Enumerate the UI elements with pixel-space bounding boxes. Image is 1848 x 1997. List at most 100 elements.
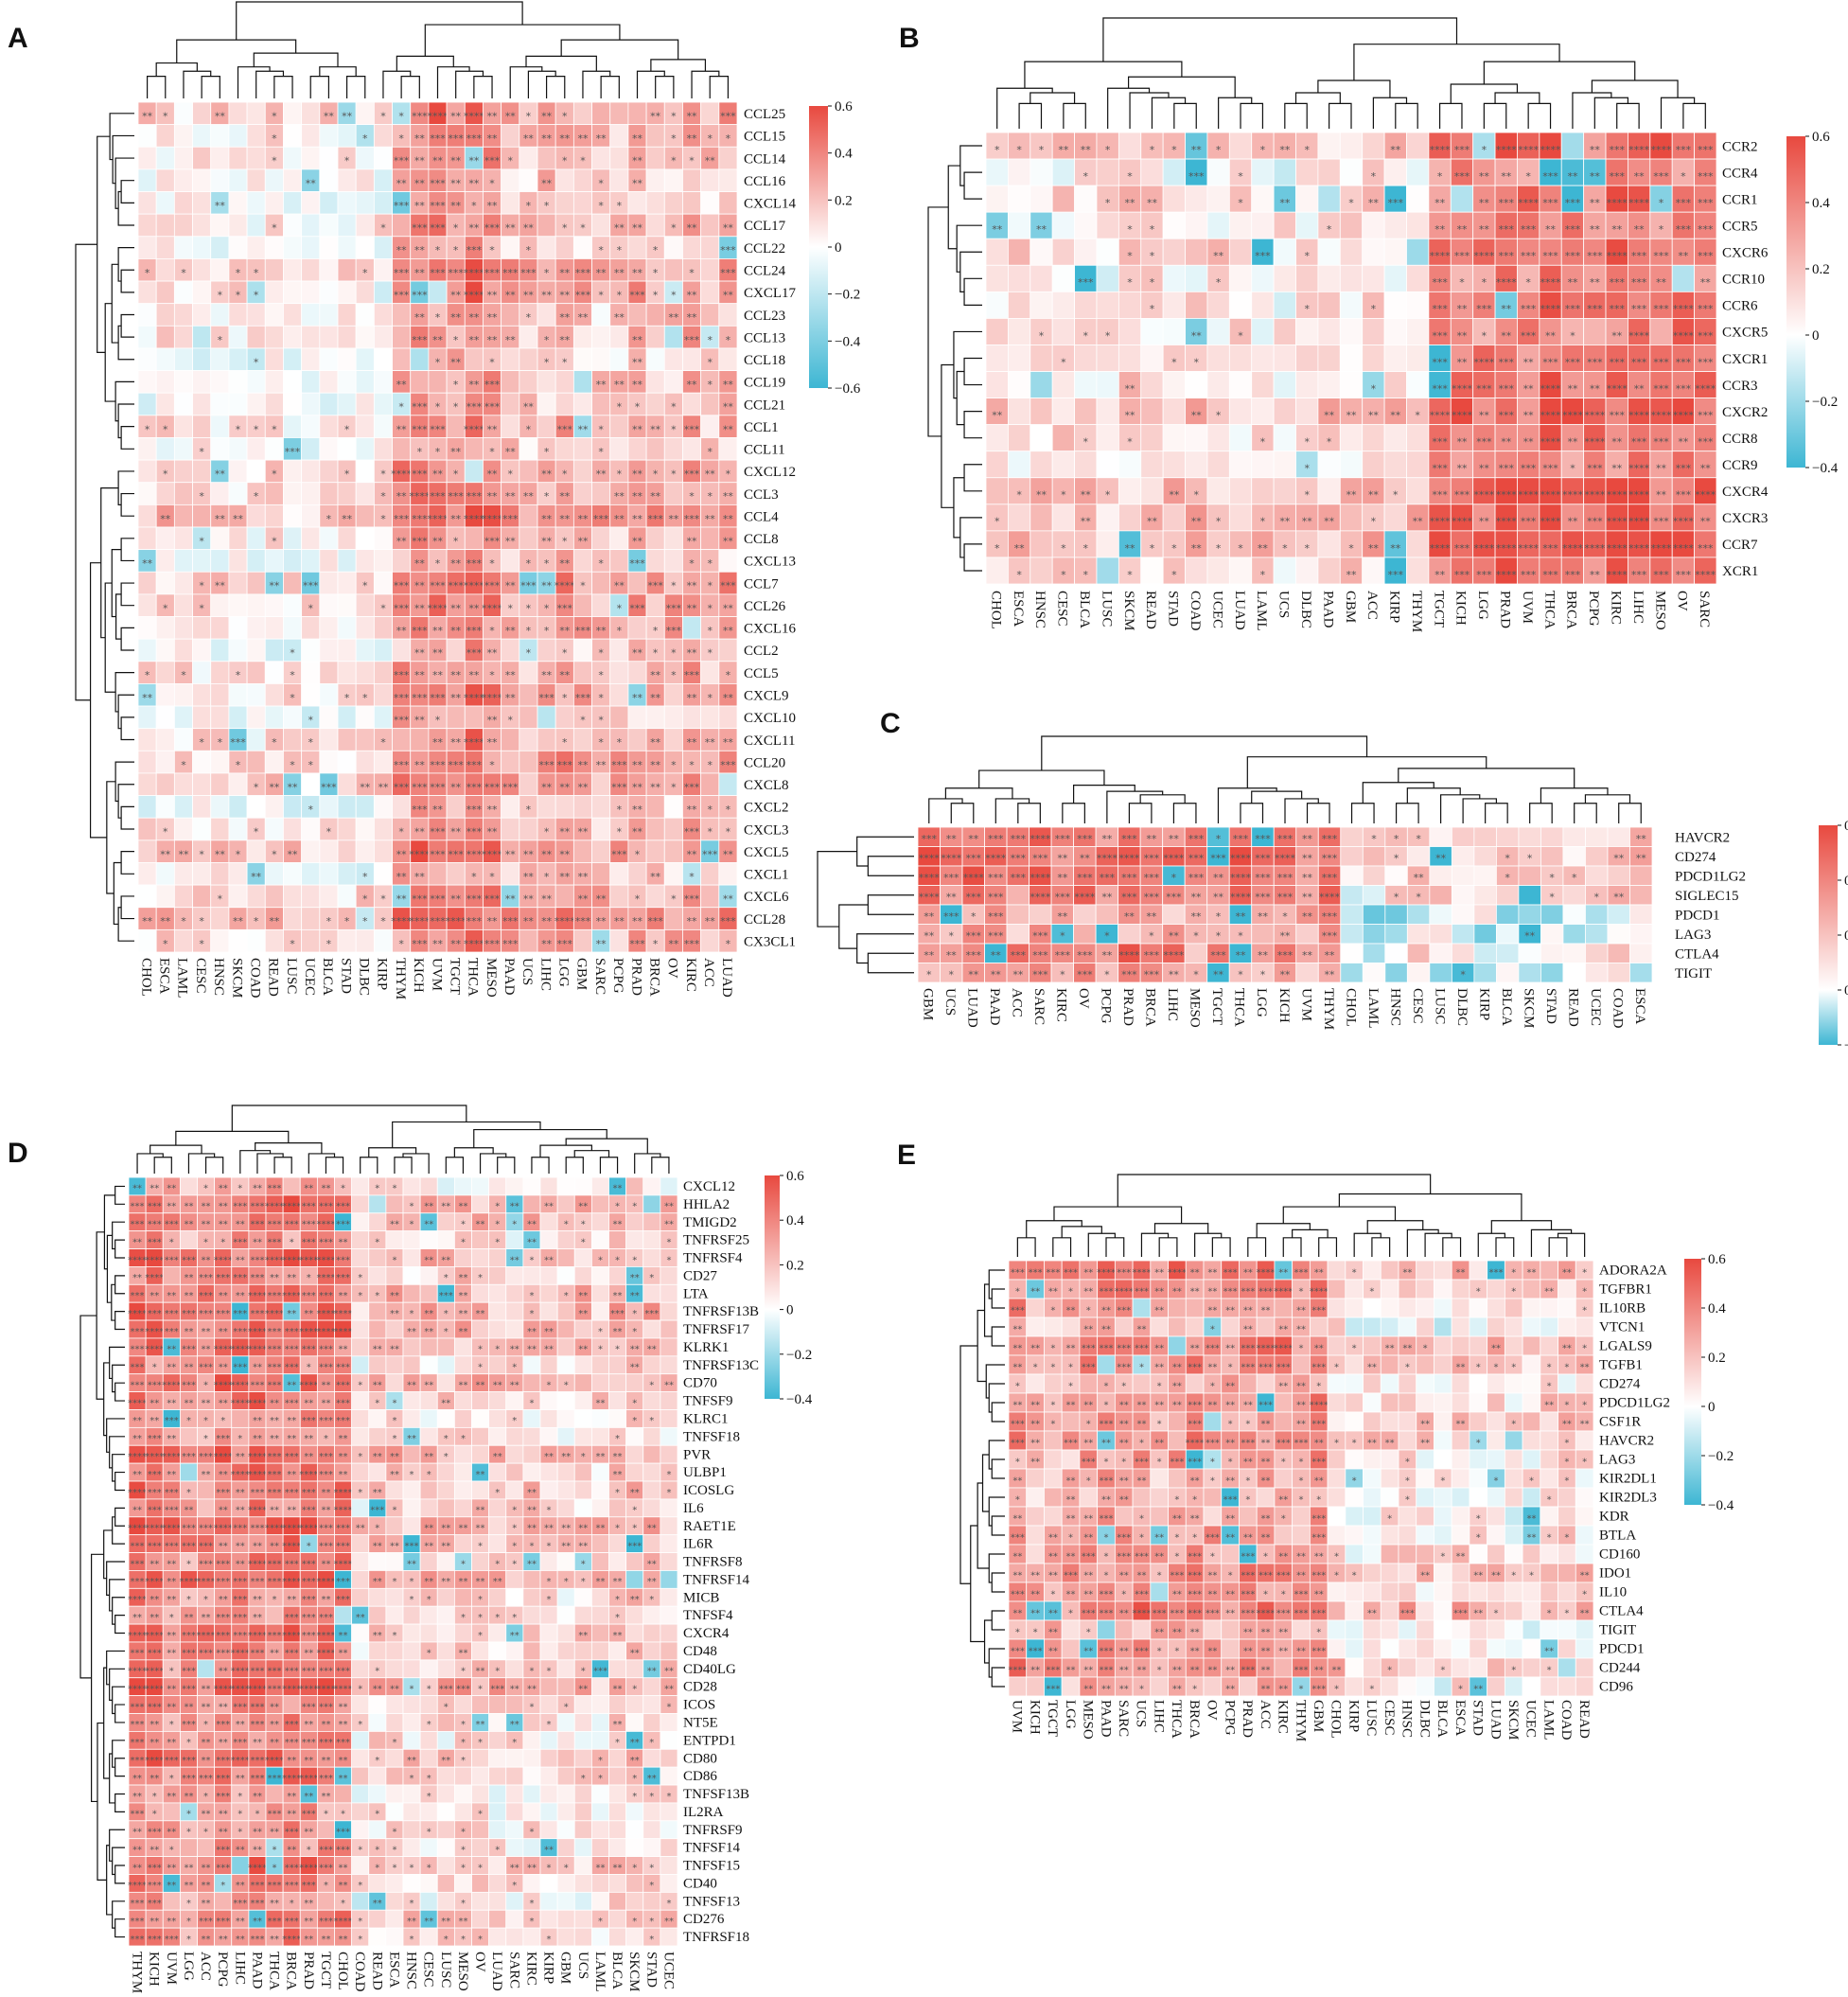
significance-mark: ** [596, 468, 607, 481]
heatmap-cell [1206, 371, 1230, 398]
significance-mark: ** [441, 1577, 450, 1587]
significance-mark: ** [414, 826, 426, 839]
heatmap-cell [436, 1605, 455, 1625]
significance-mark: * [529, 1398, 534, 1408]
significance-mark: *** [412, 401, 428, 414]
heatmap-cell [282, 1176, 301, 1196]
column-label: PCPG [1099, 988, 1114, 1024]
heatmap-cell [660, 1605, 678, 1625]
heatmap-cell [625, 1605, 644, 1625]
heatmap-cell [1540, 963, 1564, 983]
significance-mark: *** [520, 580, 537, 592]
significance-mark: ** [450, 938, 462, 950]
significance-mark: ** [946, 949, 958, 962]
heatmap-cell [642, 1462, 661, 1482]
significance-mark: * [1437, 170, 1443, 183]
significance-mark: *** [1676, 356, 1692, 368]
significance-mark: *** [131, 1345, 145, 1355]
significance-mark: ** [1501, 436, 1512, 449]
significance-mark: * [1393, 489, 1399, 502]
heatmap-cell [246, 236, 266, 259]
heatmap-cell [210, 213, 230, 238]
heatmap-cell [645, 392, 665, 416]
heatmap-cell [505, 1266, 524, 1285]
heatmap-cell [319, 168, 339, 192]
heatmap-cell [246, 884, 266, 909]
significance-mark: ** [202, 1327, 211, 1337]
heatmap-cell [1074, 398, 1098, 426]
significance-mark: * [186, 1416, 191, 1426]
heatmap-cell [682, 705, 702, 730]
significance-mark: * [632, 1309, 637, 1319]
heatmap-cell [192, 168, 212, 192]
significance-mark: *** [131, 1649, 145, 1659]
significance-mark: * [1304, 303, 1310, 315]
heatmap-cell [663, 191, 683, 215]
heatmap-cell [1383, 504, 1407, 532]
heatmap-cell [539, 1462, 558, 1482]
significance-mark: ** [476, 1470, 485, 1480]
significance-mark: * [1127, 569, 1133, 581]
significance-mark: ** [1435, 852, 1447, 864]
heatmap-cell [556, 1587, 575, 1607]
significance-mark: ** [1590, 223, 1601, 236]
significance-mark: ** [167, 1684, 176, 1694]
significance-mark: ** [236, 1541, 245, 1551]
heatmap-cell [660, 1176, 678, 1196]
significance-mark: * [632, 1416, 637, 1426]
heatmap-cell [1339, 424, 1364, 452]
significance-mark: ** [1611, 463, 1623, 475]
significance-mark: * [1171, 569, 1177, 581]
significance-mark: **** [941, 852, 962, 864]
significance-mark: ** [253, 1613, 262, 1623]
column-label: UVM [1298, 988, 1313, 1021]
significance-mark: * [526, 311, 532, 324]
heatmap-cell [718, 303, 738, 327]
column-label: CESC [1410, 988, 1425, 1024]
significance-mark: * [632, 1398, 637, 1408]
heatmap-cell [488, 1319, 507, 1339]
significance-mark: * [427, 1470, 431, 1480]
heatmap-cell [1451, 943, 1475, 963]
heatmap-cell [355, 168, 375, 192]
heatmap-cell [319, 526, 339, 551]
heatmap-cell [137, 168, 157, 192]
heatmap-cell [197, 1480, 216, 1500]
heatmap-cell [642, 1194, 661, 1214]
significance-mark: * [1150, 303, 1155, 315]
significance-mark: * [1039, 329, 1045, 342]
significance-mark: ** [424, 1452, 433, 1462]
column-label: THYM [1409, 591, 1424, 632]
heatmap-cell [1362, 211, 1385, 239]
heatmap-cell [718, 146, 738, 170]
significance-mark: * [272, 848, 277, 860]
significance-mark: ** [424, 1202, 433, 1212]
significance-mark: *** [319, 1452, 333, 1462]
significance-mark: * [598, 1345, 603, 1355]
significance-mark: * [1570, 463, 1575, 475]
heatmap-cell [645, 370, 665, 394]
heatmap-cell [210, 862, 230, 886]
significance-mark: ** [414, 244, 426, 256]
color-bar: 0.60.40.20−0.2−0.4−0.6 [809, 99, 861, 397]
significance-mark: ** [339, 1452, 348, 1462]
significance-mark: * [1171, 542, 1177, 555]
column-label: KIRC [1608, 591, 1623, 625]
heatmap-cell [283, 884, 303, 909]
significance-mark: * [562, 736, 568, 749]
significance-mark: ** [505, 893, 517, 906]
significance-mark: ** [287, 1273, 296, 1283]
significance-mark: **** [464, 938, 485, 950]
heatmap-cell [192, 146, 212, 170]
significance-mark: ** [1611, 436, 1623, 449]
column-label: LAML [1365, 988, 1381, 1029]
heatmap-cell [368, 1248, 387, 1267]
heatmap-cell [301, 459, 321, 484]
heatmap-cell [210, 593, 230, 617]
significance-mark: ** [1302, 852, 1313, 864]
column-label: PRAD [628, 958, 643, 996]
heatmap-cell [1118, 504, 1142, 532]
heatmap-cell [355, 303, 375, 327]
heatmap-cell [228, 526, 248, 551]
heatmap-cell [573, 1480, 592, 1500]
